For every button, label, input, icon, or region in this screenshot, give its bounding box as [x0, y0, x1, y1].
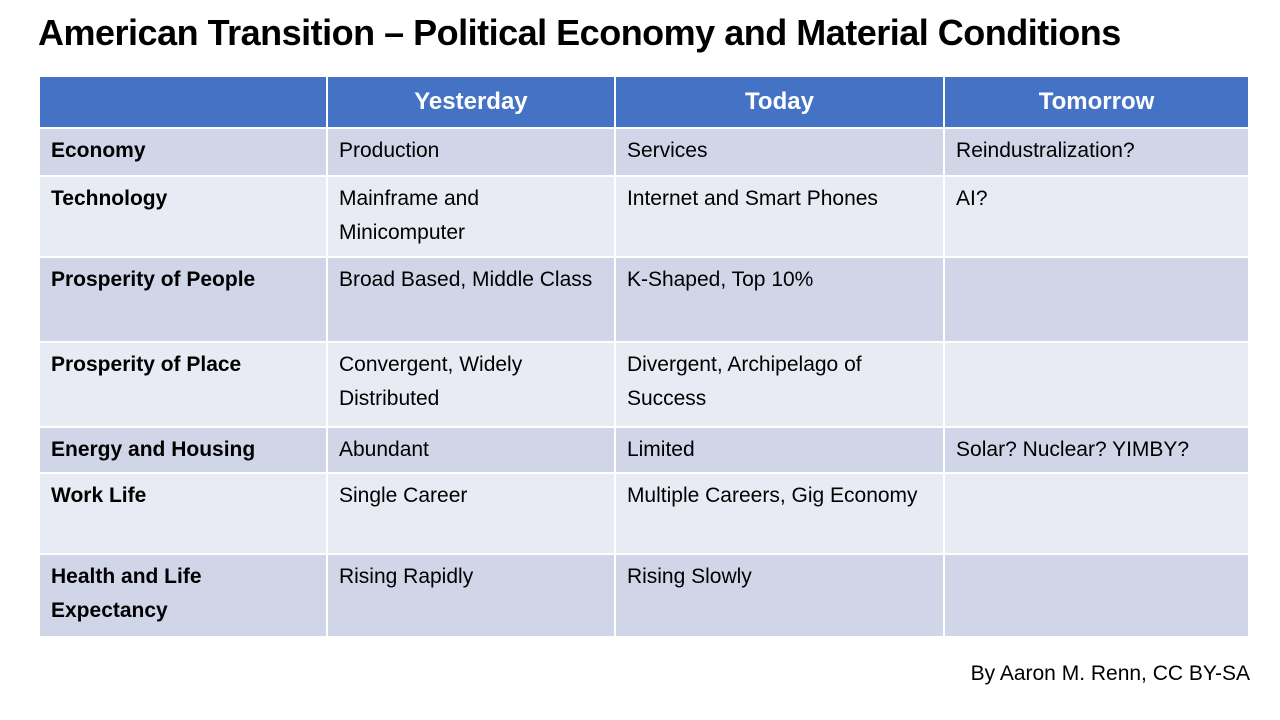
cell-today: Multiple Careers, Gig Economy — [613, 472, 946, 555]
cell-tomorrow: AI? — [943, 175, 1250, 258]
row-label: Energy and Housing — [38, 426, 328, 474]
cell-tomorrow — [943, 341, 1250, 428]
cell-today: Services — [613, 127, 946, 177]
table-row-economy: Economy Production Services Reindustrali… — [38, 127, 1250, 177]
row-label: Economy — [38, 127, 328, 177]
row-label: Work Life — [38, 472, 328, 555]
header-cell-tomorrow: Tomorrow — [943, 75, 1250, 129]
cell-today: Internet and Smart Phones — [613, 175, 946, 258]
cell-tomorrow — [943, 553, 1250, 638]
cell-today: Divergent, Archipelago of Success — [613, 341, 946, 428]
table-row-technology: Technology Mainframe and Minicomputer In… — [38, 175, 1250, 258]
cell-tomorrow: Reindustralization? — [943, 127, 1250, 177]
row-label: Technology — [38, 175, 328, 258]
cell-yesterday: Convergent, Widely Distributed — [325, 341, 616, 428]
cell-yesterday: Abundant — [325, 426, 616, 474]
table-row-energy-and-housing: Energy and Housing Abundant Limited Sola… — [38, 426, 1250, 474]
cell-yesterday: Broad Based, Middle Class — [325, 256, 616, 343]
cell-today: Limited — [613, 426, 946, 474]
header-cell-yesterday: Yesterday — [325, 75, 616, 129]
table-row-prosperity-of-people: Prosperity of People Broad Based, Middle… — [38, 256, 1250, 343]
cell-tomorrow — [943, 472, 1250, 555]
table-row-work-life: Work Life Single Career Multiple Careers… — [38, 472, 1250, 555]
cell-tomorrow: Solar? Nuclear? YIMBY? — [943, 426, 1250, 474]
table-row-health-and-life-expectancy: Health and Life Expectancy Rising Rapidl… — [38, 553, 1250, 638]
cell-yesterday: Mainframe and Minicomputer — [325, 175, 616, 258]
header-cell-today: Today — [613, 75, 946, 129]
cell-yesterday: Single Career — [325, 472, 616, 555]
row-label: Prosperity of People — [38, 256, 328, 343]
header-cell-blank — [38, 75, 328, 129]
attribution-credit: By Aaron M. Renn, CC BY-SA — [970, 662, 1250, 685]
era-comparison-table: Yesterday Today Tomorrow Economy Product… — [38, 75, 1250, 638]
table-header-row: Yesterday Today Tomorrow — [38, 75, 1250, 129]
cell-today: Rising Slowly — [613, 553, 946, 638]
row-label: Health and Life Expectancy — [38, 553, 328, 638]
cell-yesterday: Rising Rapidly — [325, 553, 616, 638]
table-row-prosperity-of-place: Prosperity of Place Convergent, Widely D… — [38, 341, 1250, 428]
cell-today: K-Shaped, Top 10% — [613, 256, 946, 343]
slide-title: American Transition – Political Economy … — [38, 12, 1121, 53]
cell-yesterday: Production — [325, 127, 616, 177]
cell-tomorrow — [943, 256, 1250, 343]
row-label: Prosperity of Place — [38, 341, 328, 428]
